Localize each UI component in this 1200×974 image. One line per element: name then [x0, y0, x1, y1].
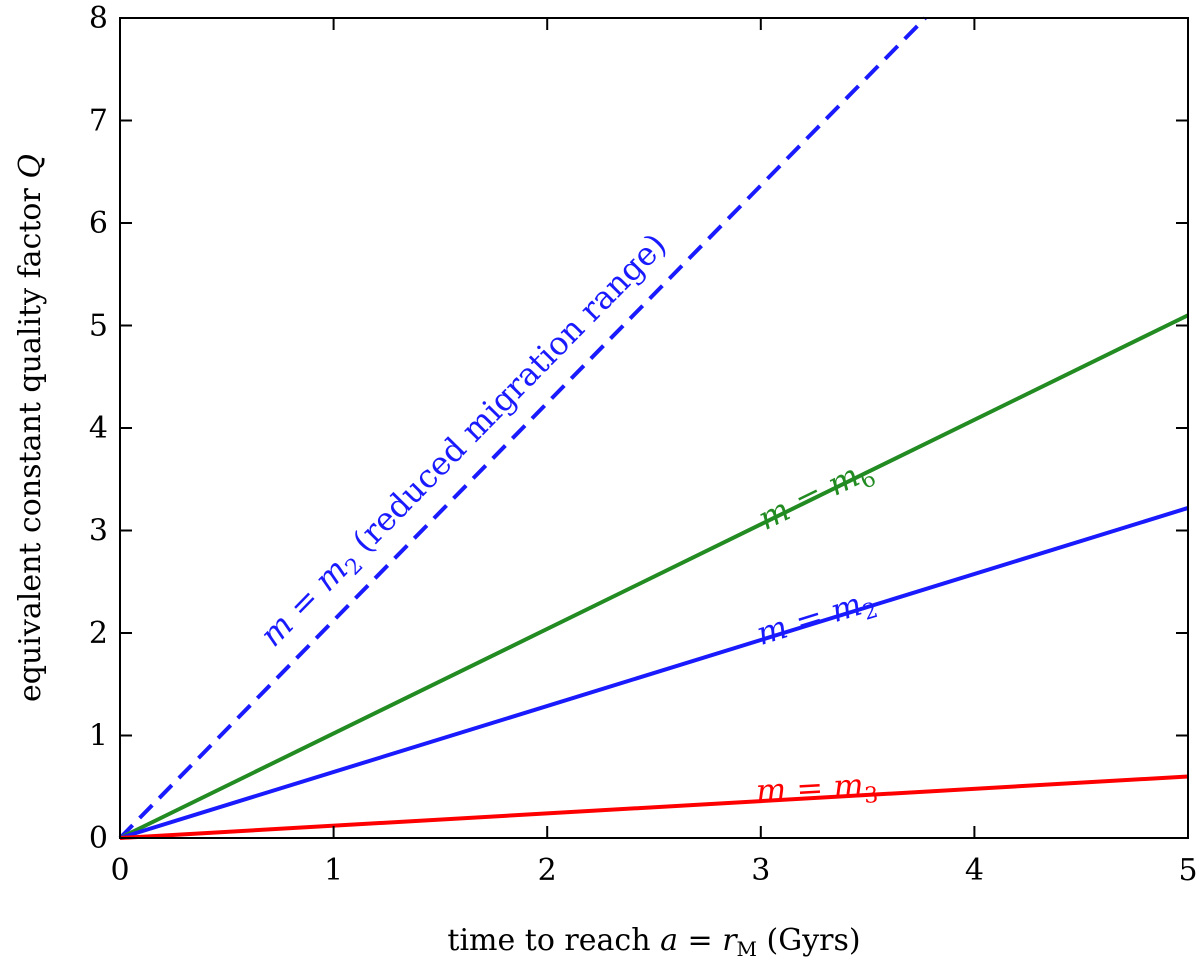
series-line: [118, 16, 927, 840]
y-tick-label: 2: [89, 616, 108, 651]
y-tick-label: 6: [89, 206, 108, 241]
y-tick-label: 1: [89, 719, 108, 754]
x-tick-label: 0: [110, 853, 129, 888]
series-label: m = m6: [752, 450, 880, 542]
x-axis-label: time to reach a = rM (Gyrs): [447, 923, 860, 961]
y-tick-label: 5: [89, 309, 108, 344]
y-tick-label: 3: [89, 514, 108, 549]
x-tick-label: 1: [324, 853, 343, 888]
series-line: [119, 774, 1189, 840]
plot-area: m = m2 (reduced migration range) m = m6 m …: [118, 16, 1189, 840]
x-tick-label: 4: [965, 853, 984, 888]
ticks: 0 1 2 3 4 5 0 1 2 3 4 5 6 7 8: [89, 1, 1198, 888]
y-tick-label: 4: [89, 411, 108, 446]
series-label: m = m3: [755, 765, 879, 815]
x-tick-label: 3: [751, 853, 770, 888]
x-tick-label: 5: [1178, 853, 1197, 888]
y-tick-label: 7: [89, 104, 108, 139]
series-label: m = m2: [752, 581, 881, 658]
y-tick-label: 8: [89, 1, 108, 36]
y-axis-label: equivalent constant quality factor Q: [13, 154, 48, 702]
y-tick-label: 0: [89, 821, 108, 856]
series-line: [119, 313, 1189, 840]
x-tick-label: 2: [538, 853, 557, 888]
series-line: [119, 506, 1189, 840]
axes-frame: [119, 17, 1189, 839]
series-label: m = m2 (reduced migration range): [252, 226, 677, 658]
